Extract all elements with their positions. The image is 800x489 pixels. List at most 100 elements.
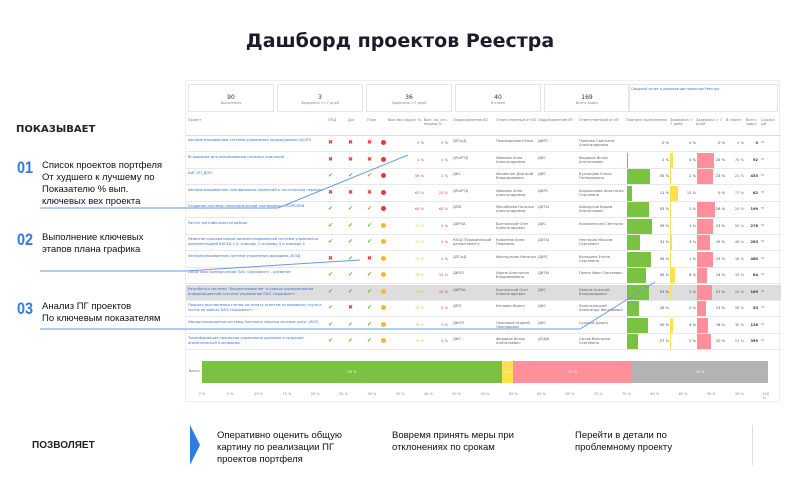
delay-long-bar: [697, 235, 711, 250]
column-header[interactable]: Ссылка ДК: [761, 118, 775, 127]
project-name-link[interactable]: Расчет рентабельности рейсов: [188, 220, 248, 225]
milestone-pct: 71 %: [414, 240, 424, 244]
table-row[interactable]: Развитие корпоративной автоматизированно…: [186, 235, 781, 251]
column-header[interactable]: Ответственный от ВЗ: [496, 118, 536, 122]
column-header[interactable]: Дог: [348, 118, 355, 122]
table-row[interactable]: Импортозамещение системы Контроля закупк…: [186, 317, 781, 334]
check-icon: ✔: [328, 271, 334, 278]
link-icon[interactable]: ⇔: [761, 272, 765, 276]
kpi-label: Задержка <=7 дней: [300, 101, 340, 105]
column-header[interactable]: Прогресс выполнения: [626, 118, 667, 122]
kpi-value: 40: [494, 94, 502, 101]
delay-short-bar-value: 4 %: [689, 322, 696, 327]
kpi-card: 36 Задержка >7 дней: [366, 84, 452, 112]
link-icon[interactable]: ⇔: [761, 305, 765, 309]
project-name-link[interactable]: АИС УП_ДОП: [188, 171, 212, 175]
progress-bar: [627, 268, 646, 283]
column-header[interactable]: Проект: [188, 118, 202, 122]
cross-icon: ✖: [367, 188, 373, 196]
project-name-link[interactable]: Трансформация процессов управления данны…: [188, 336, 304, 345]
summary-segment: 21 %: [513, 361, 633, 383]
link-icon[interactable]: ⇔: [761, 255, 765, 260]
cross-icon: ✖: [328, 139, 334, 146]
link-icon[interactable]: ⇔: [761, 239, 765, 243]
column-header[interactable]: Задержка < 7 дней: [670, 118, 693, 127]
link-icon[interactable]: ⇔: [761, 338, 765, 342]
total-tasks: 53: [752, 306, 758, 310]
column-header[interactable]: Задержка > 7 дней: [696, 118, 722, 127]
delay-short-bar: [670, 317, 673, 333]
delay-long-bar-value: 0 %: [718, 190, 725, 195]
resp-business: Леонидов Андрей Леонидович: [496, 320, 530, 329]
table-row[interactable]: Автоматизированная система управления по…: [186, 136, 781, 152]
summary-segment: 2 %: [501, 361, 514, 383]
check-icon: ✔: [348, 320, 354, 328]
link-icon[interactable]: ⇔: [761, 173, 765, 177]
kpi-value: 90: [227, 94, 235, 101]
table-row[interactable]: Создание системы технологической платфор…: [186, 202, 781, 218]
column-header[interactable]: Подразделение ИТ: [538, 118, 573, 122]
table-row[interactable]: Процесс выставления счетов на оплату аге…: [186, 301, 781, 317]
project-name-link[interactable]: Автоматизированная система управления до…: [188, 253, 301, 258]
column-header[interactable]: Вып. по, отч. период %: [424, 118, 448, 127]
resp-business: Болтовский Олег Александрович: [496, 287, 529, 296]
total-tasks: 199: [750, 207, 758, 211]
table-row[interactable]: АИС УП_ДОП ✔ ✔ ✔ 56 % 2 % ДИС Филиппов Дмитрий …: [186, 169, 781, 185]
table-row[interactable]: Логистика коммерческой ПАО «Аэрофлот» - …: [186, 268, 781, 284]
table-row[interactable]: Разработка системы "Бюджетирование" в ра…: [186, 284, 781, 301]
progress-bar-value: 45 %: [659, 273, 669, 277]
link-icon[interactable]: ⇔: [761, 222, 765, 227]
total-tasks: 82: [752, 190, 758, 195]
table-row[interactable]: BI решение для планирования сложных комп…: [186, 152, 781, 169]
resp-it: Володина Елена Сергеевна: [579, 254, 611, 263]
column-header[interactable]: В плане: [726, 118, 741, 122]
table-row[interactable]: Расчет рентабельности рейсов ✔ ✔ ✔ 71 % 0 % ДИ…: [186, 218, 781, 235]
summary-stacked-bar: 53 % 2 % 21 % 24 %: [202, 361, 768, 383]
delay-long-bar-value: 23 %: [715, 223, 725, 228]
axis-tick-label: 45 %: [452, 392, 462, 396]
project-name-link[interactable]: BI решение для планирования сложных комп…: [188, 154, 284, 159]
delay-short-bar: [670, 251, 671, 267]
project-name-link[interactable]: Создание системы технологической платфор…: [188, 204, 305, 208]
link-icon[interactable]: ⇔: [761, 288, 765, 293]
check-icon: ✔: [348, 221, 354, 229]
project-name-link[interactable]: Разработка системы "Бюджетирование" в ра…: [188, 286, 314, 296]
check-icon: ✔: [367, 337, 373, 344]
total-tasks: 0: [755, 141, 758, 145]
project-name-link[interactable]: Автоматизированное планирование компаний…: [188, 187, 323, 192]
delay-short-bar: [670, 152, 673, 168]
status-dot-icon: [381, 173, 386, 178]
report-link[interactable]: Сводный отчет о реализации проектов Реес…: [628, 84, 778, 112]
project-name-link[interactable]: Развитие корпоративной автоматизированно…: [188, 237, 318, 246]
total-tasks: 169: [750, 289, 758, 294]
project-name-link[interactable]: Импортозамещение системы Контроля закупк…: [188, 319, 319, 324]
table-row[interactable]: Автоматизированное планирование компаний…: [186, 185, 781, 202]
delay-short-bar: [670, 334, 672, 349]
table-row[interactable]: Трансформация процессов управления данны…: [186, 334, 781, 350]
project-name-link[interactable]: Логистика коммерческой ПАО «Аэрофлот» - …: [188, 270, 291, 274]
project-name-link[interactable]: Автоматизированная система управления по…: [188, 138, 312, 142]
resp-it: Капельницкий Александр Викторович: [579, 304, 623, 312]
link-icon[interactable]: ⇔: [761, 140, 765, 144]
step-text: Выполнение ключевых этапов плана графика: [42, 232, 144, 255]
column-header[interactable]: Подразделение ВЗ: [453, 118, 488, 122]
benefit-text: Вовремя принять меры при отклонениях по …: [392, 430, 514, 453]
column-header[interactable]: Ответственный от ИТ: [579, 118, 620, 122]
progress-bar-value: 53 %: [659, 289, 669, 294]
column-header[interactable]: Вып.вех нараст.%: [388, 118, 422, 122]
progress-bar-value: 31 %: [659, 240, 669, 244]
column-header[interactable]: Всего задач: [746, 118, 757, 127]
status-dot-icon: [381, 239, 386, 244]
link-icon[interactable]: ⇔: [761, 321, 765, 326]
link-icon[interactable]: ⇔: [761, 189, 765, 194]
check-icon: ✔: [367, 205, 373, 212]
dept-business: ДПСиД: [453, 139, 467, 143]
project-name-link[interactable]: Процесс выставления счетов на оплату аге…: [188, 303, 322, 312]
check-icon: ✔: [367, 320, 373, 328]
column-header[interactable]: План: [367, 118, 377, 122]
link-icon[interactable]: ⇔: [761, 206, 765, 210]
table-row[interactable]: Автоматизированная система управления до…: [186, 251, 781, 268]
column-header[interactable]: ОПД: [328, 118, 337, 122]
link-icon[interactable]: ⇔: [761, 156, 765, 161]
cross-icon: ✖: [328, 188, 334, 196]
